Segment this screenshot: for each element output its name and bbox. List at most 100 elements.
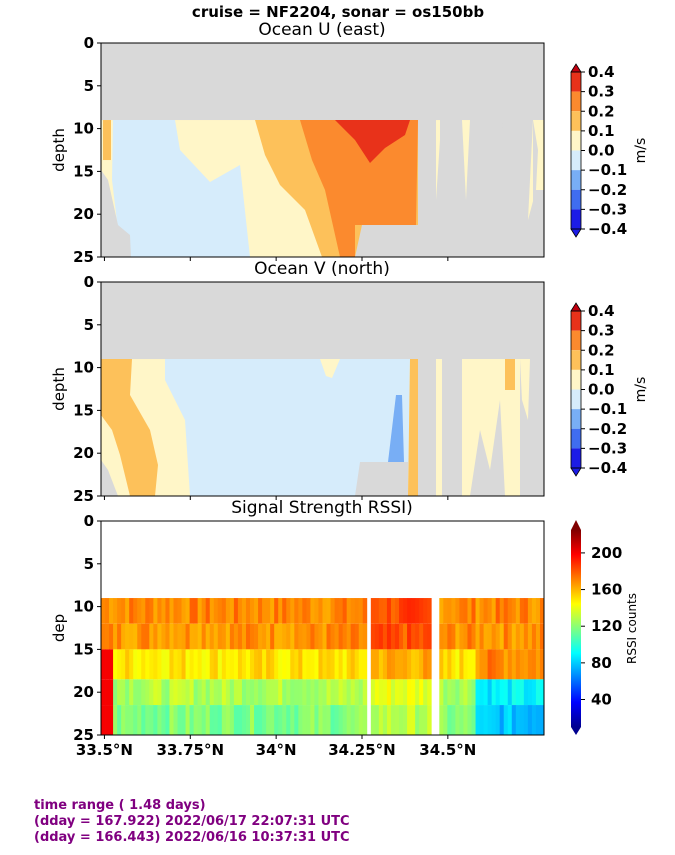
colorbar-swatch bbox=[571, 448, 581, 468]
rssi-cell bbox=[270, 598, 275, 624]
rssi-cell bbox=[443, 649, 448, 680]
rssi-cell bbox=[358, 705, 364, 735]
rssi-cell bbox=[374, 623, 380, 650]
rssi-cell bbox=[539, 649, 545, 680]
colorbar-swatch bbox=[571, 170, 581, 190]
rssi-cell bbox=[390, 598, 396, 624]
rssi-cell bbox=[314, 649, 319, 680]
colorbar-tick-label: 40 bbox=[591, 691, 612, 709]
rssi-cell bbox=[346, 649, 352, 680]
rssi-cell bbox=[358, 649, 364, 680]
rssi-cell bbox=[394, 623, 400, 650]
rssi-cell bbox=[205, 705, 211, 735]
rssi-cell bbox=[507, 705, 513, 735]
rssi-cell bbox=[338, 705, 344, 735]
rssi-cell bbox=[515, 705, 521, 735]
rssi-cell bbox=[278, 598, 283, 624]
rssi-cell bbox=[153, 623, 158, 650]
rssi-cell bbox=[326, 679, 331, 706]
rssi-cell bbox=[451, 705, 456, 735]
rssi-cell bbox=[523, 598, 529, 624]
rssi-cell bbox=[213, 598, 219, 624]
rssi-cell bbox=[117, 679, 122, 706]
rssi-cell bbox=[145, 679, 150, 706]
rssi-cell bbox=[330, 649, 335, 680]
rssi-cell bbox=[447, 705, 452, 735]
rssi-cell bbox=[386, 649, 392, 680]
rssi-cell bbox=[467, 649, 472, 680]
rssi-cell bbox=[527, 623, 533, 650]
colorbar-tick-label: 120 bbox=[591, 617, 622, 635]
rssi-cell bbox=[169, 679, 174, 706]
rssi-cell bbox=[483, 705, 489, 735]
rssi-cell bbox=[419, 598, 424, 624]
rssi-cell bbox=[221, 649, 227, 680]
colorbar-swatch bbox=[571, 311, 581, 331]
rssi-cell bbox=[334, 649, 340, 680]
rssi-cell bbox=[185, 649, 190, 680]
rssi-cell bbox=[229, 705, 235, 735]
rssi-cell bbox=[274, 649, 279, 680]
rssi-cell bbox=[455, 705, 460, 735]
rssi-cell bbox=[491, 679, 497, 706]
rssi-cell bbox=[463, 679, 468, 706]
rssi-cell bbox=[205, 649, 211, 680]
colorbar-extend-max bbox=[570, 302, 582, 312]
rssi-cell bbox=[213, 649, 219, 680]
rssi-cell bbox=[495, 679, 501, 706]
rssi-cell bbox=[125, 649, 130, 680]
rssi-cell bbox=[487, 598, 493, 624]
rssi-cell bbox=[443, 598, 448, 624]
rssi-cell bbox=[539, 623, 545, 650]
rssi-cell bbox=[310, 705, 315, 735]
rssi-cell bbox=[519, 598, 525, 624]
rssi-cell bbox=[197, 598, 203, 624]
rssi-cell bbox=[173, 623, 178, 650]
rssi-cell bbox=[237, 649, 243, 680]
rssi-cell bbox=[209, 623, 215, 650]
rssi-cell bbox=[382, 598, 388, 624]
panel-rssi: Signal Strength RSSI) dep 0 5 10 15 20 25 33.… bbox=[50, 498, 639, 759]
rssi-cell bbox=[125, 623, 130, 650]
rssi-cell bbox=[113, 598, 118, 624]
rssi-cell bbox=[157, 649, 162, 680]
y-tick-label: 25 bbox=[73, 248, 94, 266]
rssi-cell bbox=[342, 598, 348, 624]
rssi-cell bbox=[262, 705, 267, 735]
rssi-cell bbox=[515, 679, 521, 706]
rssi-cell bbox=[463, 705, 468, 735]
rssi-cell bbox=[535, 679, 541, 706]
colorbar-tick-label: 200 bbox=[591, 544, 622, 562]
rssi-cell bbox=[507, 679, 513, 706]
rssi-cell bbox=[250, 649, 255, 680]
rssi-cell bbox=[153, 598, 158, 624]
colorbar-swatch bbox=[571, 130, 581, 151]
rssi-cell bbox=[125, 598, 130, 624]
rssi-cell bbox=[298, 649, 303, 680]
rssi-cell bbox=[149, 598, 154, 624]
rssi-cell bbox=[157, 705, 162, 735]
v-contour-light-neg bbox=[165, 359, 410, 496]
rssi-cell bbox=[245, 705, 251, 735]
rssi-cell bbox=[314, 679, 319, 706]
rssi-cell bbox=[330, 705, 335, 735]
rssi-cell bbox=[201, 679, 207, 706]
panel-rssi-yticks: 0 5 10 15 20 25 bbox=[73, 512, 101, 744]
rssi-cell bbox=[386, 705, 392, 735]
rssi-cell bbox=[149, 623, 154, 650]
rssi-cell bbox=[399, 623, 404, 650]
rssi-cell bbox=[209, 649, 215, 680]
colorbar-tick-label: 0.3 bbox=[588, 83, 615, 101]
rssi-cell bbox=[447, 623, 452, 650]
rssi-cell bbox=[463, 649, 468, 680]
rssi-cell bbox=[370, 679, 376, 706]
rssi-cell bbox=[109, 598, 114, 624]
rssi-cell bbox=[197, 679, 203, 706]
rssi-cell bbox=[137, 598, 142, 624]
rssi-cell bbox=[527, 598, 533, 624]
panel-u-title: Ocean U (east) bbox=[258, 20, 385, 40]
rssi-cell bbox=[394, 598, 400, 624]
rssi-cell bbox=[495, 598, 501, 624]
rssi-cell bbox=[515, 649, 521, 680]
